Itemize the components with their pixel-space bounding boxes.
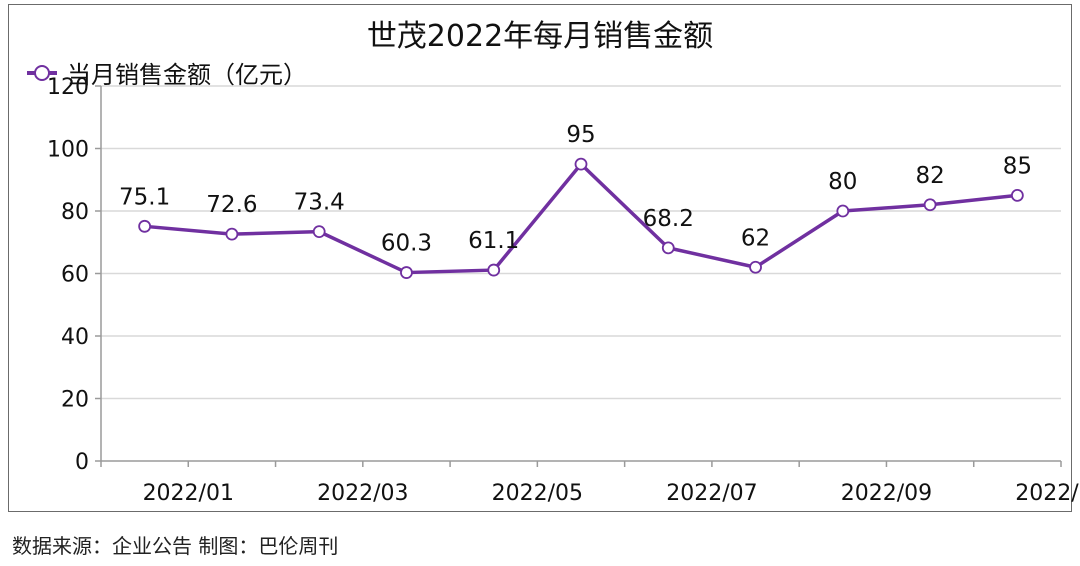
y-tick-label: 120 [47,75,89,100]
data-label: 62 [741,225,770,251]
y-tick-label: 0 [75,450,89,475]
y-tick-label: 60 [61,263,89,288]
series-line [144,162,1018,275]
data-label: 60.3 [381,231,432,257]
data-label: 82 [915,163,944,189]
source-note: 数据来源：企业公告 制图：巴伦周刊 [12,534,339,558]
x-tick-label: 2022/01 [143,481,234,506]
data-point [400,266,413,279]
data-label: 61.1 [468,228,519,254]
data-label: 75.1 [119,184,170,210]
chart-title: 世茂2022年每月销售金额 [366,19,714,54]
y-tick-label: 40 [61,325,89,350]
chart-frame: 世茂2022年每月销售金额 当月销售金额（亿元） [8,4,1072,512]
data-point [923,198,937,212]
y-tick-label: 20 [61,388,89,413]
legend-marker-icon [27,64,57,81]
data-point [1010,188,1024,202]
x-tick-label: 2022/11 [1015,481,1080,506]
data-point [312,225,326,239]
grid-layer [101,85,1061,400]
data-point [836,204,850,218]
data-point [225,227,239,241]
data-point [487,263,501,277]
data-label: 68.2 [643,206,694,232]
y-tick-label: 80 [61,200,89,225]
data-point [749,260,762,274]
x-tick-label: 2022/09 [841,481,932,506]
series-layer [138,157,1024,279]
label-layer: 75.1 72.6 73.4 60.3 61.1 95 68.2 62 80 82 85 [119,122,1032,256]
x-tick-label: 2022/05 [492,481,583,506]
chart-legend: 当月销售金额（亿元） [27,55,307,90]
data-label: 72.6 [206,192,257,218]
y-tick-label: 100 [47,138,89,163]
x-tick-label: 2022/07 [666,481,757,506]
data-label: 73.4 [294,190,345,216]
data-point [138,219,152,233]
legend-label: 当月销售金额（亿元） [67,61,307,89]
x-tick-label: 2022/03 [317,481,408,506]
data-label: 95 [566,122,595,148]
axis-layer: 0 20 40 60 80 100 120 2022/01 2022/03 2022/05 2022… [47,75,1080,506]
data-point [574,157,588,171]
data-point [661,241,675,255]
data-label: 85 [1003,153,1032,179]
data-label: 80 [828,169,857,195]
